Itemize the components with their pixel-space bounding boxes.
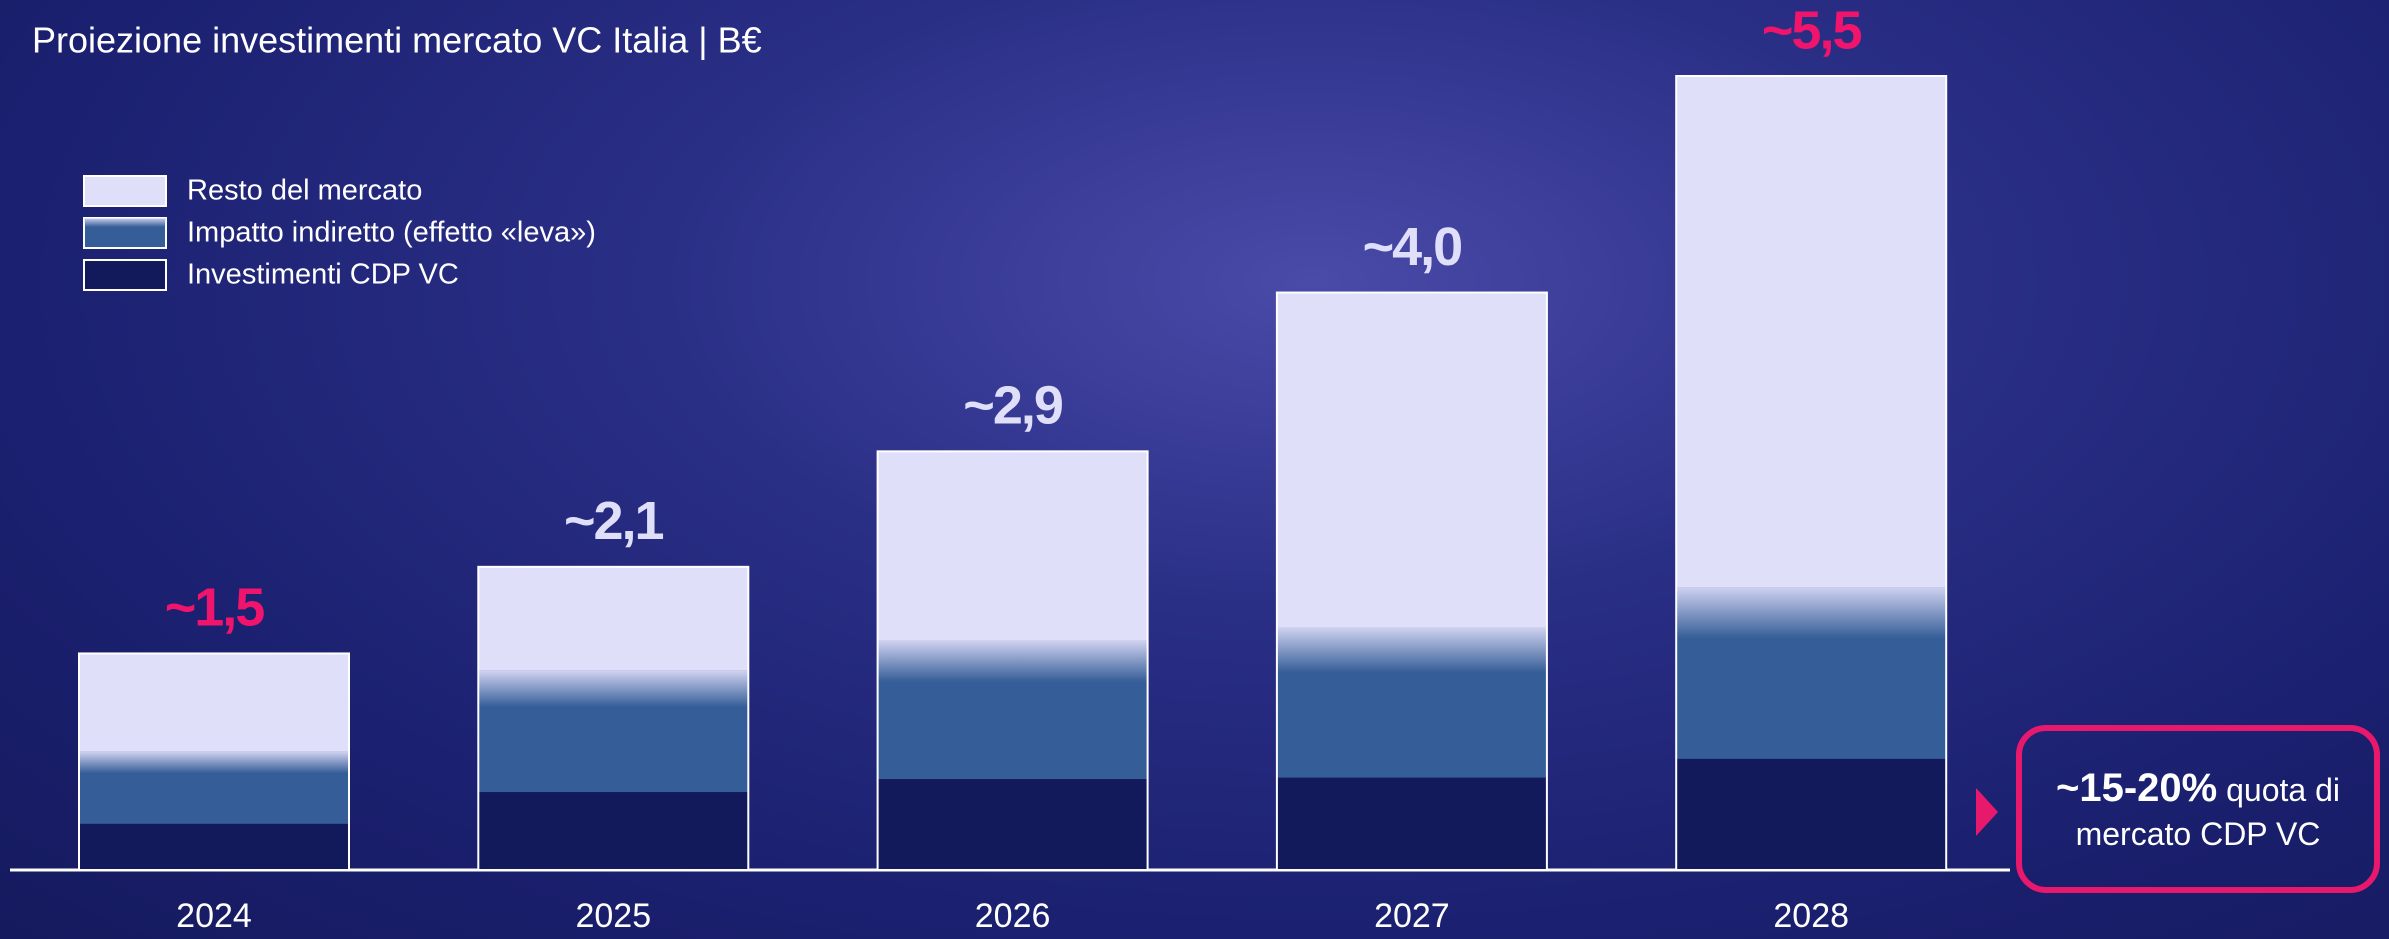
segment-fade — [878, 640, 1148, 779]
total-label: ~1,5 — [165, 578, 265, 638]
bar-segment — [1676, 759, 1946, 870]
callout-arrow — [1976, 788, 1998, 836]
segment-fade — [478, 671, 748, 792]
x-tick-label: 2028 — [1773, 897, 1849, 935]
slide: Proiezione investimenti mercato VC Itali… — [0, 0, 2389, 939]
legend-swatch — [84, 176, 166, 206]
chart-title: Proiezione investimenti mercato VC Itali… — [32, 20, 762, 61]
bar-segment — [79, 653, 349, 751]
segment-fade — [1277, 627, 1547, 777]
bar-segment — [1676, 76, 1946, 587]
legend-label: Resto del mercato — [187, 175, 422, 207]
x-tick-label: 2024 — [176, 897, 252, 935]
legend-swatch-fade — [84, 218, 166, 248]
x-tick-label: 2025 — [575, 897, 651, 935]
bar-segment — [1277, 778, 1547, 870]
segment-fade — [1676, 587, 1946, 759]
total-label: ~2,9 — [963, 376, 1063, 436]
total-label: ~5,5 — [1762, 0, 1862, 60]
legend-label: Investimenti CDP VC — [187, 259, 459, 291]
callout: ~15-20% quota di mercato CDP VC — [2016, 725, 2380, 893]
bar-segment — [79, 824, 349, 870]
legend-swatch — [84, 260, 166, 290]
bar-segment — [878, 779, 1148, 870]
x-tick-label: 2027 — [1374, 897, 1450, 935]
bar-segment — [478, 567, 748, 671]
callout-value: ~15-20% — [2056, 766, 2217, 810]
total-label: ~2,1 — [564, 491, 664, 551]
segment-fade — [79, 752, 349, 824]
total-label: ~4,0 — [1363, 217, 1462, 277]
bar-segment — [478, 792, 748, 870]
x-tick-label: 2026 — [975, 897, 1051, 935]
bar-segment — [878, 451, 1148, 640]
callout-text: ~15-20% quota di mercato CDP VC — [2036, 762, 2360, 856]
legend-label: Impatto indiretto (effetto «leva») — [187, 217, 596, 249]
bar-segment — [1277, 293, 1547, 628]
